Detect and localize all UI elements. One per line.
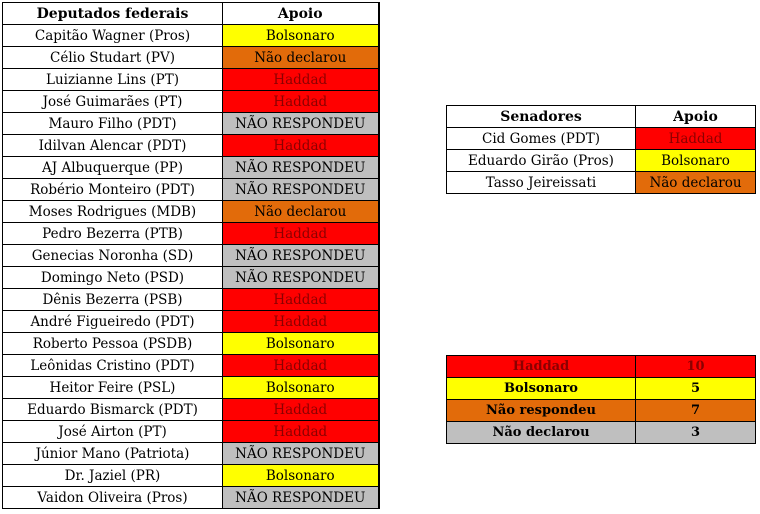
deputado-row-label: Roberto Pessoa (PSDB) — [2, 332, 223, 355]
summary-row: Haddad 10 — [446, 355, 756, 378]
deputado-row: Dênis Bezerra (PSB) Haddad — [2, 288, 380, 311]
deputado-row: Pedro Bezerra (PTB) Haddad — [2, 222, 380, 245]
deputado-row: Idilvan Alencar (PDT) Haddad — [2, 134, 380, 157]
summary-row-label: Bolsonaro — [446, 377, 636, 400]
deputado-row-value: Haddad — [222, 310, 380, 333]
deputado-row-label: AJ Albuquerque (PP) — [2, 156, 223, 179]
summary-row: Não declarou 3 — [446, 421, 756, 444]
deputado-row-value: NÃO RESPONDEU — [222, 244, 380, 267]
deputado-row: Vaidon Oliveira (Pros) NÃO RESPONDEU — [2, 486, 380, 509]
summary-row-value: 3 — [635, 421, 756, 444]
deputado-row-label: Célio Studart (PV) — [2, 46, 223, 69]
deputado-row-label: Dênis Bezerra (PSB) — [2, 288, 223, 311]
deputado-row-value: NÃO RESPONDEU — [222, 156, 380, 179]
deputado-row-label: Heitor Feire (PSL) — [2, 376, 223, 399]
senador-row: Tasso Jeireissati Não declarou — [446, 171, 756, 194]
senador-row-value: Haddad — [635, 127, 756, 150]
deputado-row-label: Eduardo Bismarck (PDT) — [2, 398, 223, 421]
deputado-row: Júnior Mano (Patriota) NÃO RESPONDEU — [2, 442, 380, 465]
deputado-row: Dr. Jaziel (PR) Bolsonaro — [2, 464, 380, 487]
deputado-row: Luizianne Lins (PT) Haddad — [2, 68, 380, 91]
deputado-row-label: Mauro Filho (PDT) — [2, 112, 223, 135]
deputado-row-value: Haddad — [222, 420, 380, 443]
senador-row: Eduardo Girão (Pros) Bolsonaro — [446, 149, 756, 172]
senadores-header-row: Senadores Apoio — [446, 105, 756, 128]
deputado-row-value: NÃO RESPONDEU — [222, 486, 380, 509]
deputado-row: José Airton (PT) Haddad — [2, 420, 380, 443]
deputado-row-label: Vaidon Oliveira (Pros) — [2, 486, 223, 509]
deputado-row-label: José Airton (PT) — [2, 420, 223, 443]
senador-row-label: Eduardo Girão (Pros) — [446, 149, 636, 172]
deputado-row: Capitão Wagner (Pros) Bolsonaro — [2, 24, 380, 47]
deputado-row-value: NÃO RESPONDEU — [222, 178, 380, 201]
summary-row-value: 10 — [635, 355, 756, 378]
deputado-row-value: Haddad — [222, 288, 380, 311]
deputado-row: Eduardo Bismarck (PDT) Haddad — [2, 398, 380, 421]
deputado-row-label: André Figueiredo (PDT) — [2, 310, 223, 333]
deputado-row: André Figueiredo (PDT) Haddad — [2, 310, 380, 333]
deputado-row-value: Não declarou — [222, 46, 380, 69]
deputado-row-label: Luizianne Lins (PT) — [2, 68, 223, 91]
deputado-row-value: NÃO RESPONDEU — [222, 442, 380, 465]
deputado-row-label: Robério Monteiro (PDT) — [2, 178, 223, 201]
deputado-row-value: Haddad — [222, 398, 380, 421]
deputado-row: Genecias Noronha (SD) NÃO RESPONDEU — [2, 244, 380, 267]
deputados-header-support: Apoio — [222, 2, 380, 25]
deputado-row-label: Moses Rodrigues (MDB) — [2, 200, 223, 223]
deputados-body: Capitão Wagner (Pros) Bolsonaro Célio Stud… — [2, 24, 380, 509]
senador-row-value: Não declarou — [635, 171, 756, 194]
deputado-row-value: Haddad — [222, 90, 380, 113]
deputados-header-row: Deputados federais Apoio — [2, 2, 380, 25]
deputado-row-label: Júnior Mano (Patriota) — [2, 442, 223, 465]
deputado-row: José Guimarães (PT) Haddad — [2, 90, 380, 113]
senador-row-label: Cid Gomes (PDT) — [446, 127, 636, 150]
deputado-row-label: Domingo Neto (PSD) — [2, 266, 223, 289]
deputado-row-value: Haddad — [222, 354, 380, 377]
deputado-row-value: Haddad — [222, 134, 380, 157]
summary-row: Bolsonaro 5 — [446, 377, 756, 400]
senador-row: Cid Gomes (PDT) Haddad — [446, 127, 756, 150]
deputado-row-value: Haddad — [222, 222, 380, 245]
deputado-row-value: Bolsonaro — [222, 464, 380, 487]
deputado-row-value: Bolsonaro — [222, 376, 380, 399]
summary-body: Haddad 10 Bolsonaro 5 Não respondeu 7 Não decl… — [446, 355, 756, 444]
deputado-row-label: Leônidas Cristino (PDT) — [2, 354, 223, 377]
deputado-row: AJ Albuquerque (PP) NÃO RESPONDEU — [2, 156, 380, 179]
deputado-row-value: Haddad — [222, 68, 380, 91]
summary-row: Não respondeu 7 — [446, 399, 756, 422]
deputados-header-name: Deputados federais — [2, 2, 223, 25]
senadores-table: Senadores Apoio Cid Gomes (PDT) Haddad Edu… — [446, 105, 756, 194]
deputado-row-label: Genecias Noronha (SD) — [2, 244, 223, 267]
deputados-table: Deputados federais Apoio Capitão Wagner … — [2, 2, 380, 509]
deputado-row-value: Bolsonaro — [222, 332, 380, 355]
senador-row-value: Bolsonaro — [635, 149, 756, 172]
deputado-row-label: Capitão Wagner (Pros) — [2, 24, 223, 47]
deputado-row: Célio Studart (PV) Não declarou — [2, 46, 380, 69]
deputado-row: Roberto Pessoa (PSDB) Bolsonaro — [2, 332, 380, 355]
deputado-row-value: Não declarou — [222, 200, 380, 223]
senadores-header-name: Senadores — [446, 105, 636, 128]
deputado-row: Leônidas Cristino (PDT) Haddad — [2, 354, 380, 377]
summary-row-label: Não declarou — [446, 421, 636, 444]
deputado-row-value: NÃO RESPONDEU — [222, 266, 380, 289]
summary-row-value: 7 — [635, 399, 756, 422]
senador-row-label: Tasso Jeireissati — [446, 171, 636, 194]
summary-row-label: Não respondeu — [446, 399, 636, 422]
deputado-row-label: José Guimarães (PT) — [2, 90, 223, 113]
summary-row-value: 5 — [635, 377, 756, 400]
deputado-row-label: Pedro Bezerra (PTB) — [2, 222, 223, 245]
summary-row-label: Haddad — [446, 355, 636, 378]
deputado-row-label: Idilvan Alencar (PDT) — [2, 134, 223, 157]
deputado-row-label: Dr. Jaziel (PR) — [2, 464, 223, 487]
deputado-row: Moses Rodrigues (MDB) Não declarou — [2, 200, 380, 223]
deputado-row: Mauro Filho (PDT) NÃO RESPONDEU — [2, 112, 380, 135]
deputado-row: Heitor Feire (PSL) Bolsonaro — [2, 376, 380, 399]
deputado-row: Domingo Neto (PSD) NÃO RESPONDEU — [2, 266, 380, 289]
summary-table: Haddad 10 Bolsonaro 5 Não respondeu 7 Não decl… — [446, 355, 756, 444]
deputado-row-value: Bolsonaro — [222, 24, 380, 47]
senadores-body: Cid Gomes (PDT) Haddad Eduardo Girão (Pros… — [446, 127, 756, 194]
deputado-row-value: NÃO RESPONDEU — [222, 112, 380, 135]
deputado-row: Robério Monteiro (PDT) NÃO RESPONDEU — [2, 178, 380, 201]
senadores-header-support: Apoio — [635, 105, 756, 128]
